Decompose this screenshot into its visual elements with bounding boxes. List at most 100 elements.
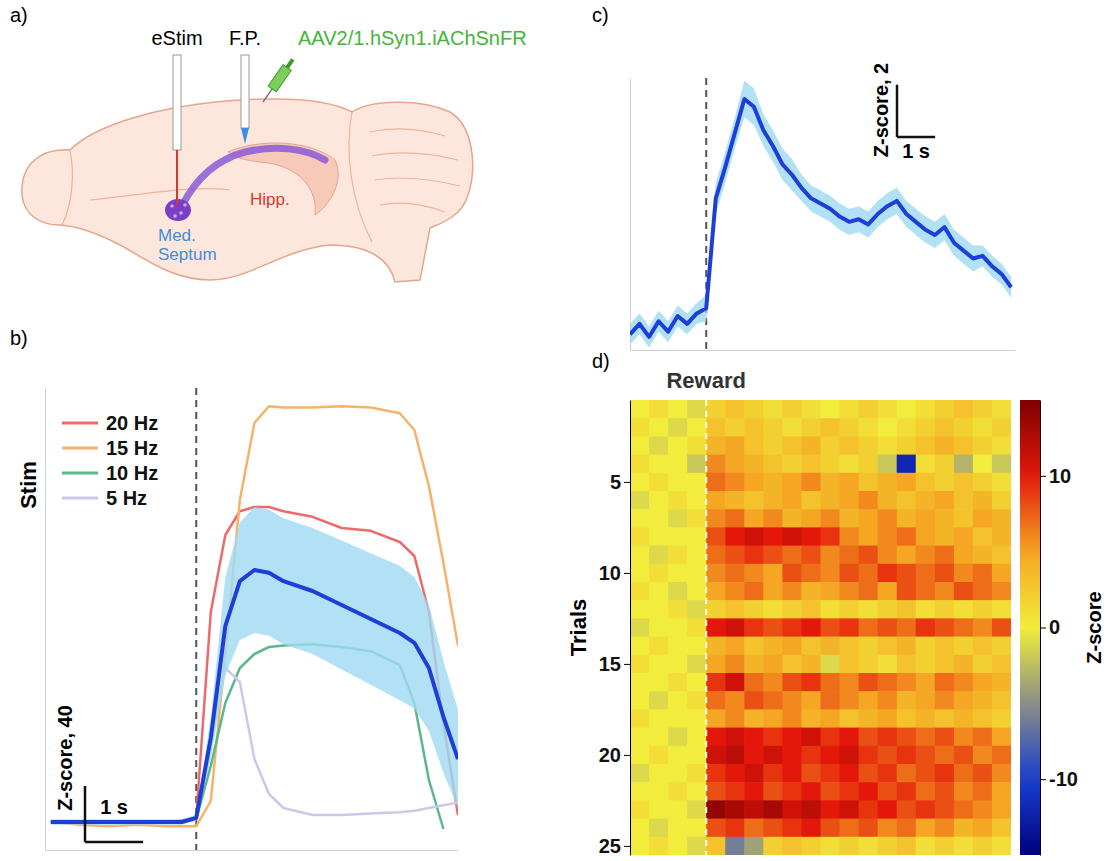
- heatmap-cell: [821, 764, 841, 783]
- syringe-plunger: [285, 58, 294, 68]
- heatmap-cell: [973, 782, 993, 801]
- heatmap-cell: [878, 637, 898, 656]
- heatmap-cell: [687, 455, 707, 474]
- brain-fold: [375, 178, 460, 186]
- heatmap-cell: [992, 418, 1011, 437]
- heatmap-cell: [935, 782, 955, 801]
- y-axis: 510152025: [599, 401, 631, 857]
- heatmap-cell: [878, 582, 898, 601]
- heatmap-cell: [763, 582, 783, 601]
- heatmap-cell: [897, 655, 917, 674]
- heatmap-cell: [706, 527, 726, 546]
- heatmap-cell: [649, 637, 669, 656]
- heatmap-cell: [992, 546, 1011, 565]
- heatmap-cell: [763, 564, 783, 583]
- label: Med.: [158, 226, 196, 245]
- heatmap-cell: [801, 400, 821, 419]
- heatmap-cell: [744, 655, 764, 674]
- heatmap-cell: [687, 655, 707, 674]
- heatmap-cell: [630, 546, 650, 565]
- heatmap-cell: [840, 618, 860, 637]
- heatmap-cell: [782, 400, 802, 419]
- tick: 10: [599, 562, 630, 584]
- heatmap-cell: [935, 436, 955, 455]
- heatmap-cell: [973, 691, 993, 710]
- heatmap-cell: [916, 782, 936, 801]
- heatmap-cell: [782, 509, 802, 528]
- heatmap-cell: [668, 509, 688, 528]
- heatmap-cell: [649, 618, 669, 637]
- heatmap-cell: [973, 819, 993, 838]
- heatmap-cell: [744, 782, 764, 801]
- heatmap-cell: [801, 418, 821, 437]
- tick-mark: [624, 664, 630, 665]
- heatmap-cell: [801, 527, 821, 546]
- heatmap-cell: [897, 509, 917, 528]
- heatmap-cell: [954, 546, 974, 565]
- heatmap-cell: [668, 436, 688, 455]
- scale-bar-x: [85, 841, 143, 844]
- heatmap-cell: [630, 491, 650, 510]
- heatmap-cell: [782, 546, 802, 565]
- heatmap-cell: [706, 637, 726, 656]
- heatmap-cell: [763, 546, 783, 565]
- heatmap-cell: [744, 564, 764, 583]
- heatmap-cell: [725, 582, 745, 601]
- heatmap-cell: [630, 728, 650, 747]
- heatmap-cell: [649, 819, 669, 838]
- heatmap-cell: [973, 764, 993, 783]
- heatmap-cell: [973, 837, 993, 855]
- heatmap-cell: [821, 455, 841, 474]
- tick: 25: [599, 835, 630, 857]
- heatmap-cell: [954, 527, 974, 546]
- stim-probe: [173, 55, 181, 150]
- heatmap-cell: [649, 728, 669, 747]
- heatmap-cell: [821, 637, 841, 656]
- heatmap-cell: [630, 746, 650, 765]
- heatmap-cell: [782, 600, 802, 619]
- figure: a)eStimF.P.AAV2/1.hSyn1.iAChSnFRMed.Sept…: [0, 0, 1111, 861]
- heatmap-cell: [878, 837, 898, 855]
- heatmap-cell: [763, 491, 783, 510]
- heatmap-cell: [935, 837, 955, 855]
- event-line: [195, 388, 197, 850]
- legend-label: 15 Hz: [106, 437, 158, 459]
- heatmap-cell: [916, 600, 936, 619]
- brain-fold: [370, 129, 445, 136]
- heatmap-cell: [687, 837, 707, 855]
- heatmap-cell: [763, 473, 783, 492]
- heatmap-cell: [859, 837, 879, 855]
- heatmap-cell: [649, 691, 669, 710]
- heatmap-cell: [725, 637, 745, 656]
- heatmap-cell: [687, 527, 707, 546]
- heatmap-cell: [859, 691, 879, 710]
- heatmap-cell: [744, 400, 764, 419]
- heatmap-cell: [954, 564, 974, 583]
- scale-bar-label: Z-score, 2: [870, 63, 892, 157]
- heatmap-cell: [763, 600, 783, 619]
- heatmap-cell: [859, 582, 879, 601]
- heatmap-cell: [630, 582, 650, 601]
- heatmap-cell: [935, 673, 955, 692]
- heatmap-cell: [897, 564, 917, 583]
- heatmap-cell: [821, 400, 841, 419]
- colorbar: [1020, 400, 1040, 855]
- heatmap-cell: [801, 564, 821, 583]
- heatmap-cell: [801, 709, 821, 728]
- heatmap-cell: [973, 491, 993, 510]
- heatmap-cell: [897, 782, 917, 801]
- heatmap-cell: [935, 582, 955, 601]
- heatmap-cell: [744, 418, 764, 437]
- heatmap-cell: [725, 837, 745, 855]
- heatmap-cell: [840, 746, 860, 765]
- tick-mark: [624, 846, 630, 847]
- heatmap-cell: [744, 637, 764, 656]
- heatmap-cell: [821, 546, 841, 565]
- heatmap-cell: [954, 728, 974, 747]
- annotation: Reward: [666, 368, 745, 393]
- heatmap-cell: [954, 455, 974, 474]
- heatmap-cell: [935, 764, 955, 783]
- heatmap-cell: [801, 509, 821, 528]
- fp-probe: [241, 55, 249, 128]
- heatmap-cell: [630, 418, 650, 437]
